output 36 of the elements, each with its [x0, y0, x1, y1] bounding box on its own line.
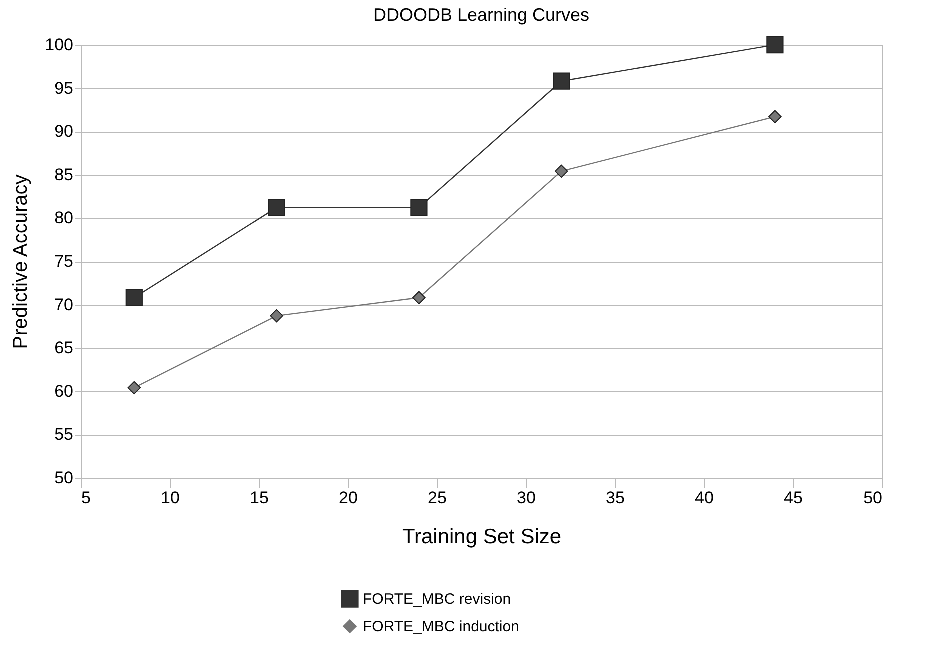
chart-title: DDOODB Learning Curves — [373, 4, 590, 25]
y-tick-label: 100 — [45, 36, 74, 54]
y-tick-label: 60 — [54, 382, 74, 401]
x-tick-label: 35 — [606, 488, 625, 508]
y-axis-title: Predictive Accuracy — [10, 174, 32, 350]
y-tick-label: 50 — [54, 468, 74, 488]
y-tick-label: 95 — [54, 78, 74, 98]
x-tick-label: 40 — [695, 488, 714, 508]
point — [410, 199, 428, 216]
point — [128, 381, 142, 395]
y-tick-label: 55 — [54, 425, 74, 444]
x-tick-label: 30 — [517, 488, 536, 508]
y-tick-label: 90 — [54, 122, 74, 142]
x-tick-label: 25 — [428, 488, 447, 508]
point — [768, 110, 782, 124]
y-tick-label: 65 — [54, 338, 74, 358]
y-tick-label: 70 — [54, 295, 74, 314]
x-tick-label: 15 — [250, 488, 269, 508]
x-tick-label: 50 — [864, 488, 882, 508]
legend-label: FORTE_MBC revision — [363, 591, 512, 608]
legend-label: FORTE_MBC induction — [363, 618, 520, 636]
x-tick-label: 45 — [784, 488, 803, 508]
point — [412, 291, 426, 304]
point — [766, 36, 784, 54]
y-tick-label: 80 — [54, 208, 74, 228]
point — [553, 72, 570, 90]
y-tick-label: 75 — [54, 252, 74, 271]
y-tick-label: 85 — [54, 165, 74, 184]
x-axis-title: Training Set Size — [402, 526, 562, 548]
point — [268, 199, 286, 216]
point — [554, 164, 568, 178]
x-tick-label: 20 — [339, 488, 358, 508]
x-tick-label: 5 — [82, 488, 91, 508]
point — [270, 309, 284, 323]
point — [126, 289, 143, 306]
x-tick-label: 10 — [161, 488, 180, 508]
